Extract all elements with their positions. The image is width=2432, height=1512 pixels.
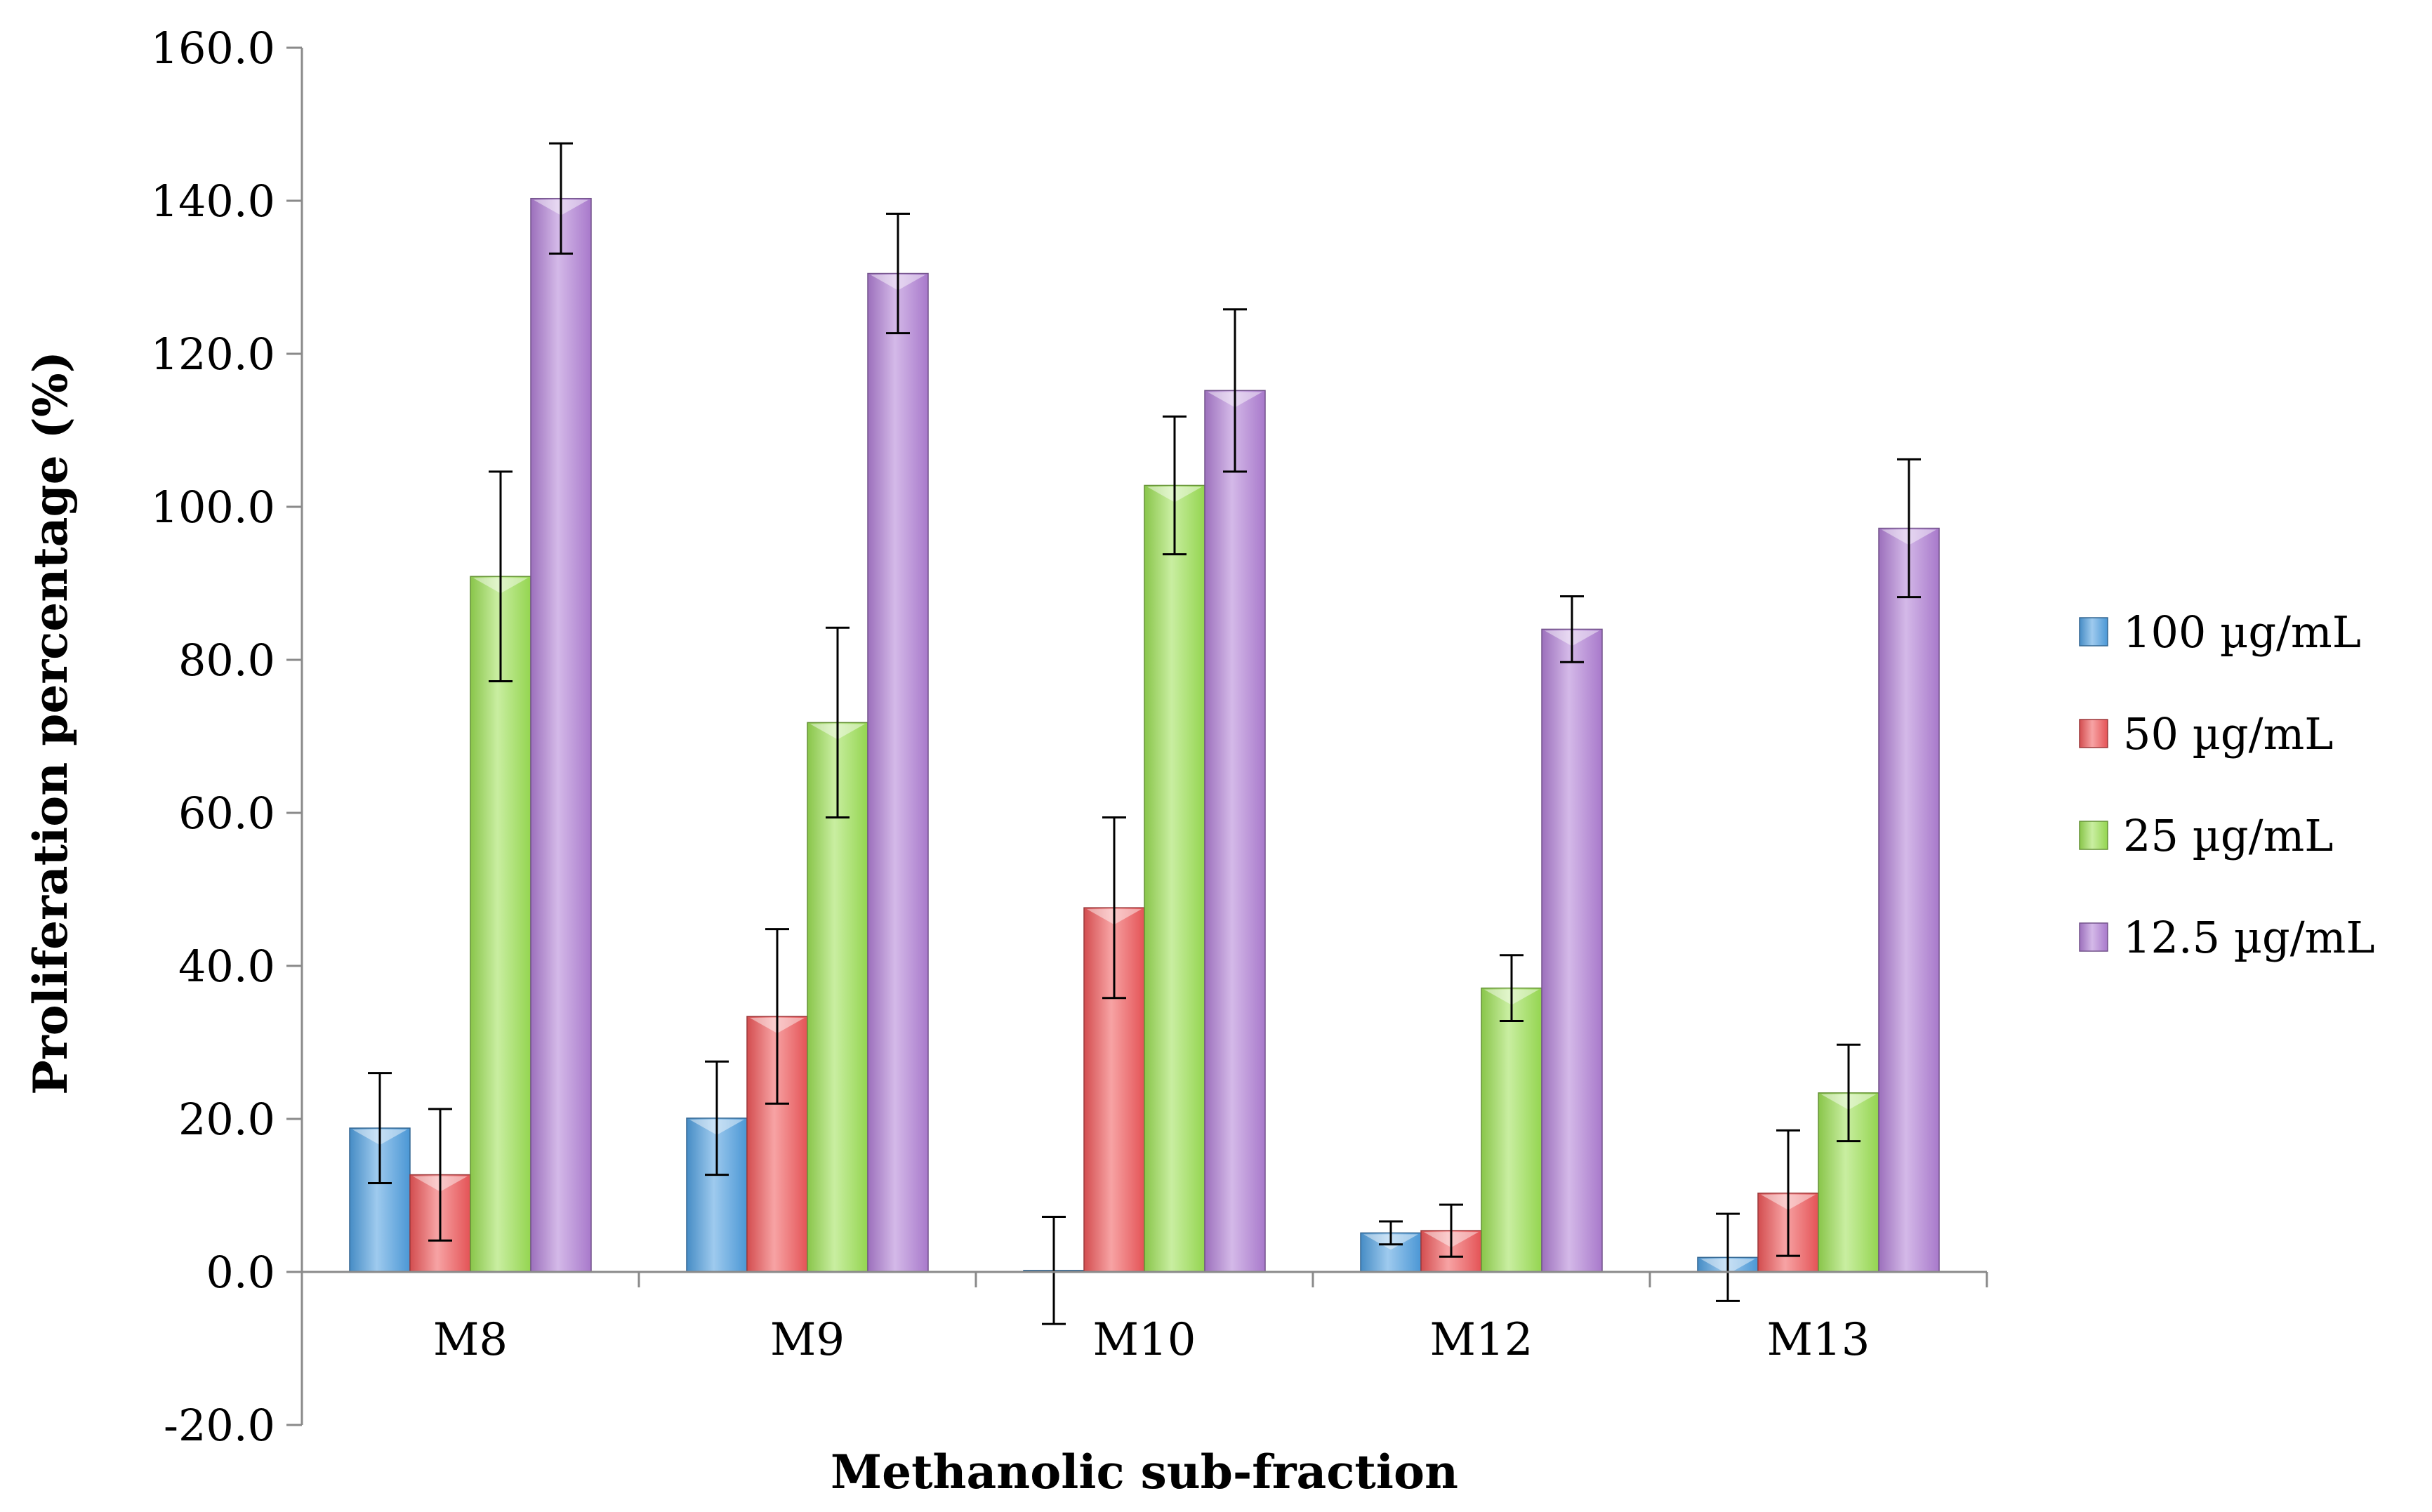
x-tick-label: M9	[770, 1314, 845, 1366]
error-bar-m9-series-2	[765, 928, 789, 1105]
error-bar-m12-series-2	[1439, 1203, 1463, 1258]
error-bar-m12-series-3	[1500, 954, 1524, 1022]
y-tick-label: 40.0	[178, 941, 275, 992]
bar-m10-series-4	[1204, 390, 1266, 1273]
legend-swatch	[2079, 922, 2108, 952]
error-bar-m10-series-1	[1042, 1216, 1066, 1325]
legend: 100 µg/mL 50 µg/mL 25 µg/mL 12.5 µg/mL	[2079, 606, 2375, 963]
legend-label: 25 µg/mL	[2123, 810, 2333, 861]
y-axis-title: Proliferation percentage (%)	[23, 351, 78, 1095]
error-bar-m8-series-1	[368, 1072, 392, 1185]
x-tick-label: M8	[433, 1314, 508, 1366]
error-bar-m13-series-1	[1716, 1212, 1740, 1302]
bar-m12-series-4	[1541, 628, 1603, 1273]
y-tick-label: 120.0	[151, 329, 276, 380]
legend-item: 100 µg/mL	[2079, 606, 2361, 658]
error-bar-m8-series-4	[549, 142, 573, 255]
bar-m13-series-4	[1878, 527, 1940, 1273]
error-bar-m10-series-2	[1102, 816, 1126, 1000]
error-bar-m12-series-1	[1379, 1220, 1403, 1246]
legend-item: 12.5 µg/mL	[2079, 912, 2375, 963]
x-tick-label: M13	[1767, 1314, 1870, 1366]
legend-item: 50 µg/mL	[2079, 708, 2333, 760]
legend-label: 12.5 µg/mL	[2123, 912, 2375, 963]
legend-swatch	[2079, 821, 2108, 850]
y-tick-label: 100.0	[151, 482, 276, 533]
legend-label: 50 µg/mL	[2123, 708, 2333, 760]
legend-swatch	[2079, 617, 2108, 646]
error-bars-layer	[368, 142, 1921, 1325]
error-bar-m13-series-2	[1776, 1129, 1800, 1257]
error-bar-m8-series-3	[489, 470, 513, 683]
error-bar-m10-series-4	[1223, 308, 1247, 473]
error-bar-m9-series-4	[886, 213, 910, 335]
y-tick-label: 140.0	[151, 175, 276, 227]
error-bar-m10-series-3	[1163, 415, 1187, 556]
bar-m10-series-3	[1144, 484, 1205, 1273]
x-tick-label: M12	[1430, 1314, 1533, 1366]
legend-item: 25 µg/mL	[2079, 810, 2333, 861]
y-tick-label: 80.0	[178, 635, 275, 686]
y-tick-label: 0.0	[206, 1247, 275, 1298]
bar-m9-series-4	[867, 272, 929, 1273]
error-bar-m13-series-4	[1897, 458, 1921, 599]
y-tick-label: 160.0	[151, 22, 276, 74]
legend-label: 100 µg/mL	[2123, 606, 2361, 658]
bars-layer	[349, 197, 1940, 1275]
bar-m8-series-4	[530, 197, 592, 1273]
y-tick-label: -20.0	[164, 1400, 275, 1451]
x-axis-title: Methanolic sub-fraction	[831, 1445, 1458, 1499]
labels-layer: M8 M9 M10 M12 M13 -20.0 0.0 20.0 40.0 60.0 80.0 100…	[151, 22, 1870, 1451]
axes-layer	[286, 46, 1988, 1426]
error-bar-m8-series-2	[428, 1108, 452, 1242]
y-tick-label: 60.0	[178, 788, 275, 839]
bar-m12-series-3	[1481, 987, 1542, 1273]
y-tick-label: 20.0	[178, 1094, 275, 1145]
x-tick-label: M10	[1093, 1314, 1196, 1366]
bar-m8-series-3	[470, 576, 531, 1273]
error-bar-m9-series-1	[705, 1060, 729, 1176]
legend-swatch	[2079, 719, 2108, 748]
error-bar-m13-series-3	[1837, 1043, 1861, 1143]
error-bar-m9-series-3	[826, 626, 850, 819]
error-bar-m12-series-4	[1560, 595, 1584, 663]
